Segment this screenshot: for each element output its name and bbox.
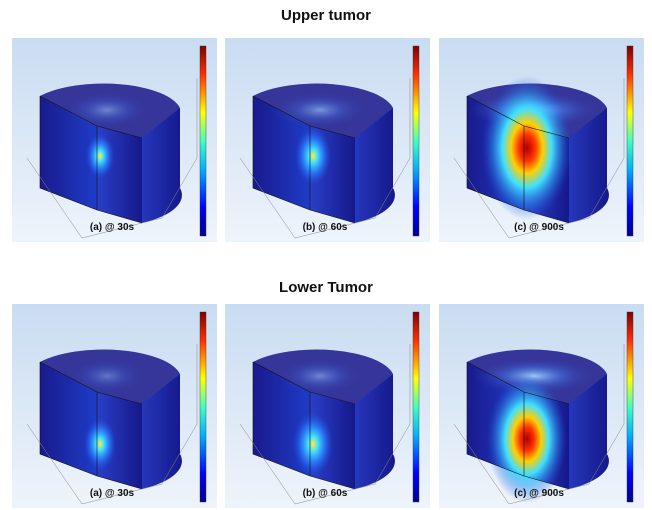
edges <box>466 361 570 490</box>
cut-face-left <box>40 362 97 476</box>
panel: (a) @ 30s <box>12 38 217 242</box>
cylinder-wall <box>345 108 395 223</box>
cylinder-wall <box>559 374 609 489</box>
axes-box <box>26 344 198 505</box>
panel-caption: (a) @ 30s <box>90 222 135 233</box>
cylinder-wall <box>132 374 182 489</box>
axes-box <box>453 344 625 505</box>
panel: (b) @ 60s <box>225 38 430 242</box>
panel: (c) @ 900s <box>439 304 644 508</box>
hotspot <box>86 133 114 179</box>
axes-box <box>26 78 198 239</box>
axes-box <box>239 344 411 505</box>
hotspot <box>482 76 572 220</box>
panel-caption: (a) @ 30s <box>90 488 135 499</box>
cylinder-wall <box>345 374 395 489</box>
colorbar <box>626 311 634 503</box>
edges <box>39 361 143 490</box>
section-title: Lower Tumor <box>279 279 373 296</box>
panel-caption: (b) @ 60s <box>303 222 348 233</box>
hotspot <box>84 418 116 470</box>
cylinder-wall <box>559 108 609 223</box>
colorbar <box>199 311 207 503</box>
panel-caption: (c) @ 900s <box>514 222 564 233</box>
edges <box>39 95 143 224</box>
colorbar <box>412 311 420 503</box>
edges <box>466 95 570 224</box>
axes-box <box>239 78 411 239</box>
colorbar <box>199 45 207 237</box>
hotspot <box>293 412 333 476</box>
colorbar <box>412 45 420 237</box>
panel: (c) @ 900s <box>439 38 644 242</box>
hotspot <box>487 375 567 503</box>
top-glow <box>277 358 363 394</box>
panel-caption: (c) @ 900s <box>514 488 564 499</box>
section-title: Upper tumor <box>281 7 371 24</box>
hotspot <box>295 127 331 185</box>
edges <box>252 95 356 224</box>
panel-caption: (b) @ 60s <box>303 488 348 499</box>
panel: (b) @ 60s <box>225 304 430 508</box>
top-glow <box>64 92 150 128</box>
top-glow <box>273 92 367 128</box>
axes-box <box>453 78 625 239</box>
edges <box>252 361 356 490</box>
panel: (a) @ 30s <box>12 304 217 508</box>
top-glow <box>69 358 145 394</box>
cylinder-wall <box>132 108 182 223</box>
colorbar <box>626 45 634 237</box>
